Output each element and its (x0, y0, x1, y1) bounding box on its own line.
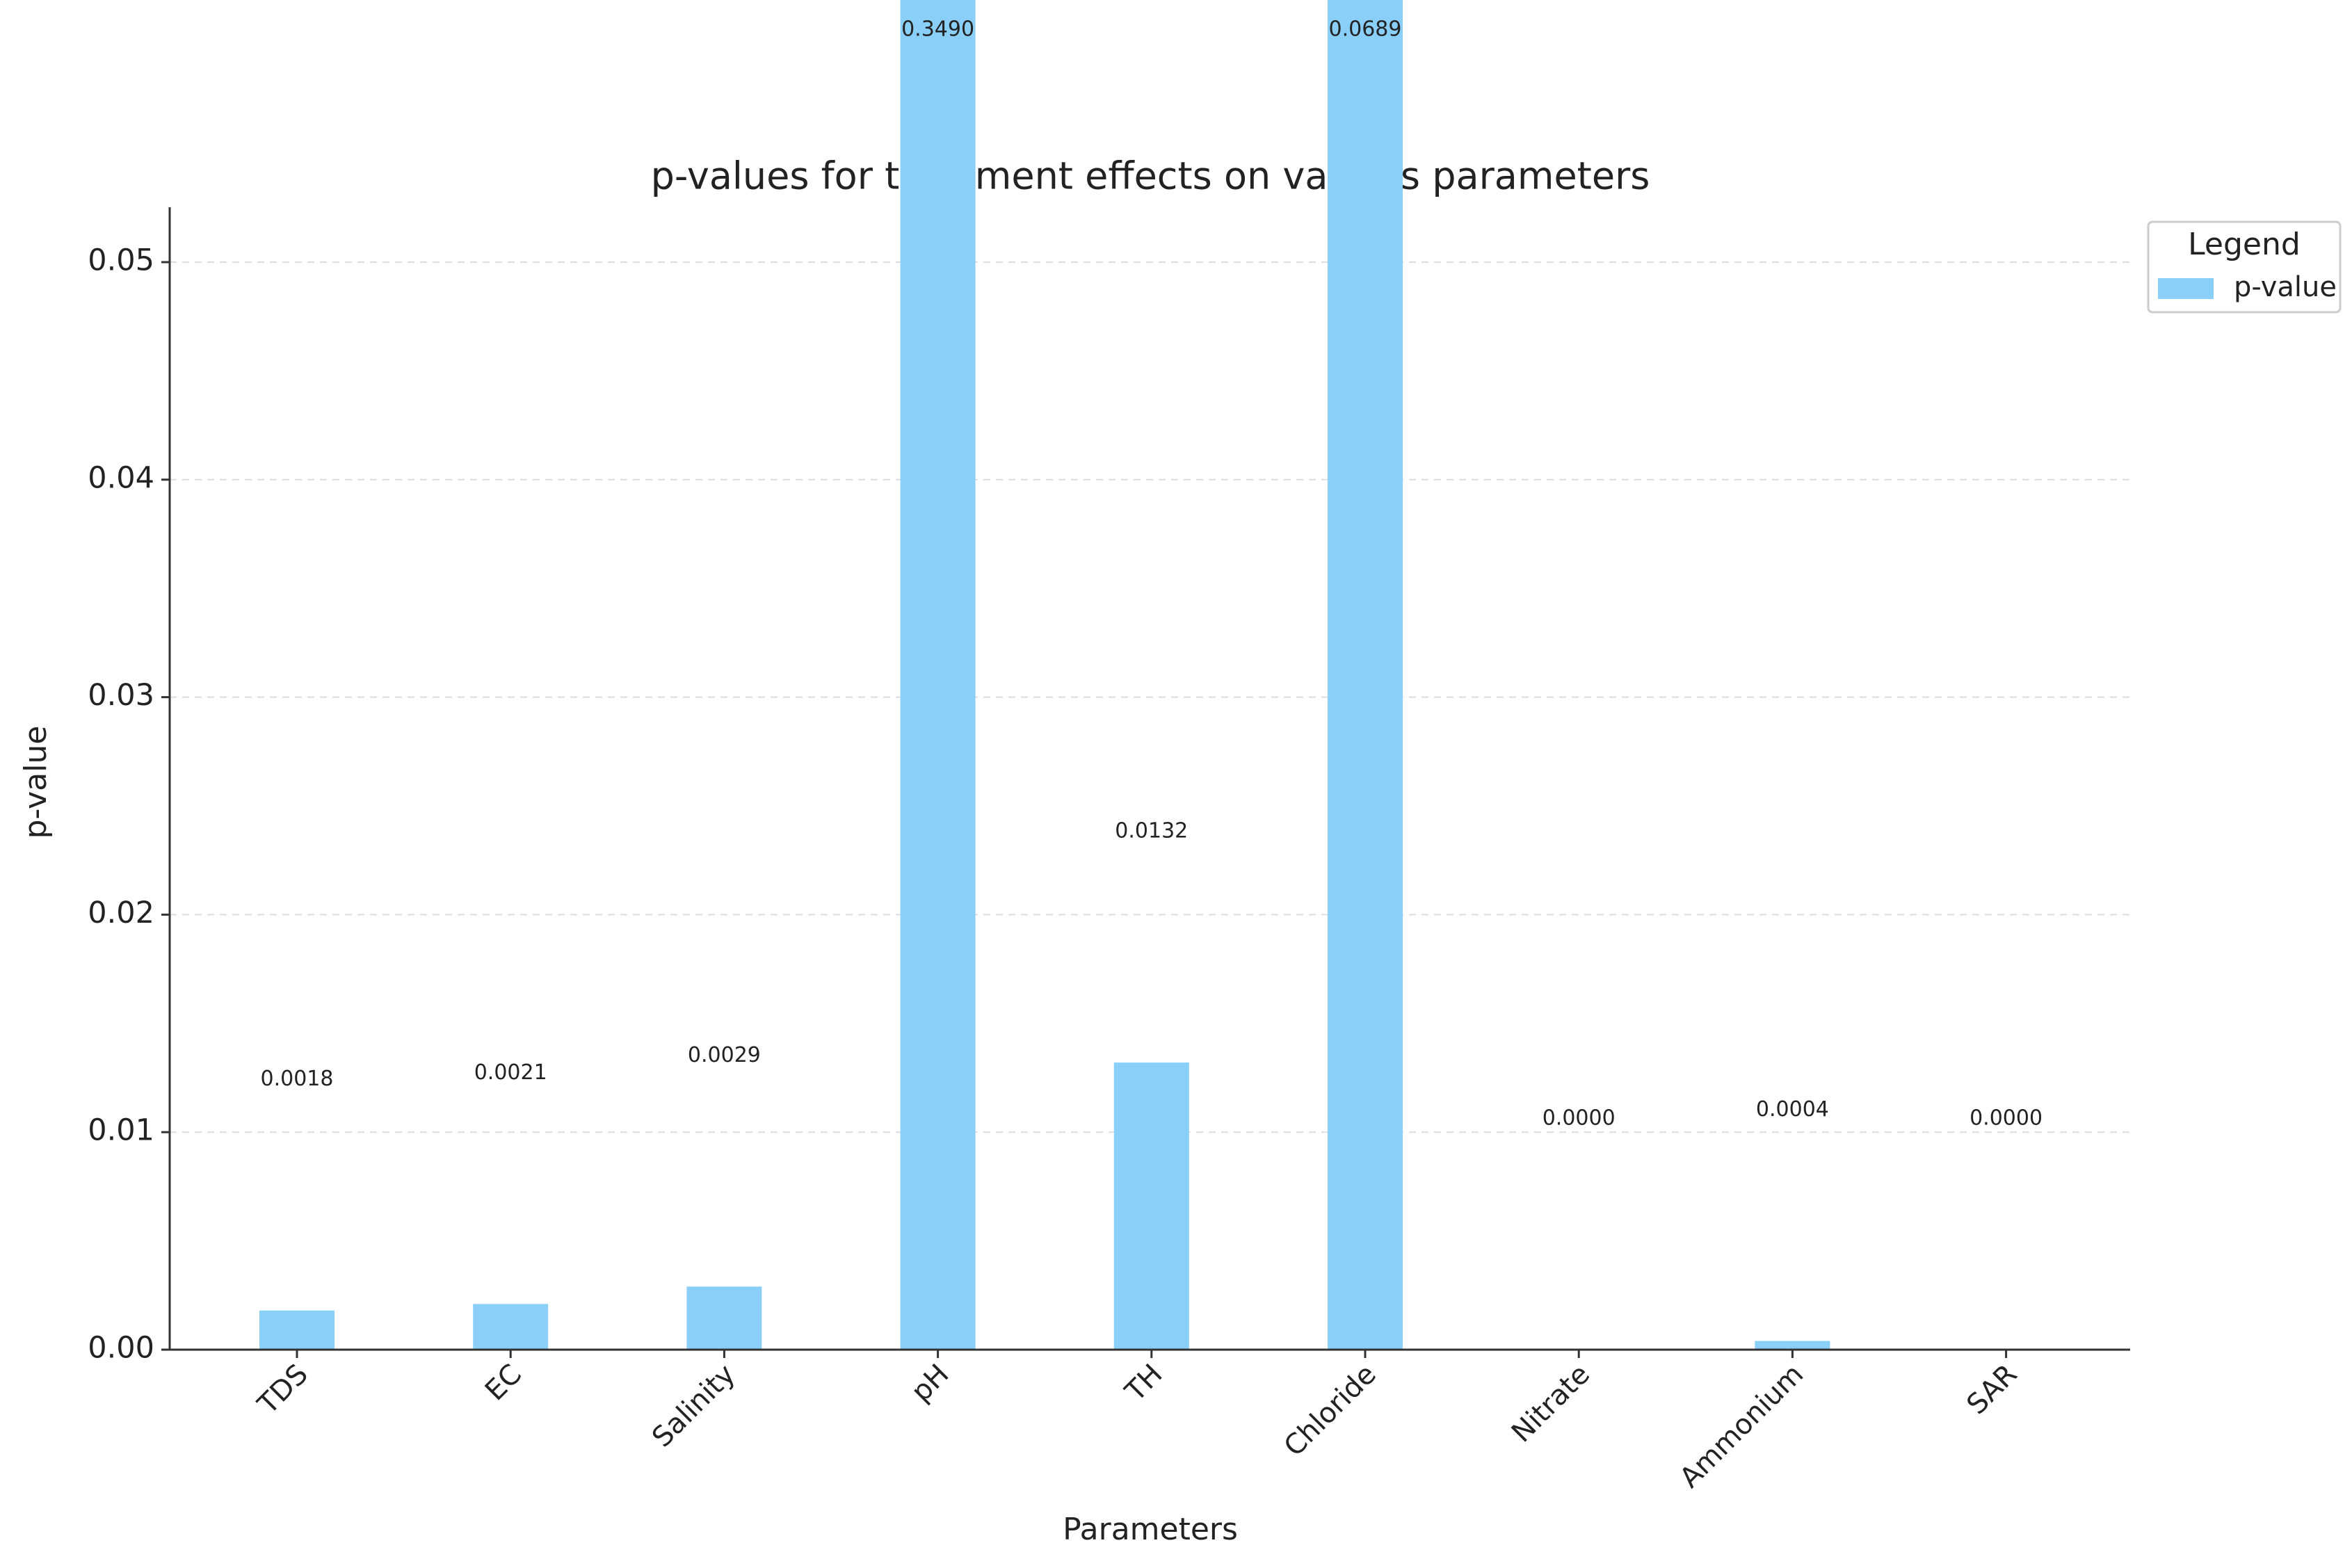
x-tick-label: Salinity (646, 1358, 741, 1453)
y-tick-label: 0.03 (88, 678, 154, 713)
bar (473, 1304, 549, 1350)
bar (900, 0, 976, 1350)
y-tick-label: 0.01 (88, 1113, 154, 1148)
x-tick-label: Chloride (1278, 1358, 1383, 1462)
value-label: 0.0029 (688, 1043, 761, 1067)
x-tick-label: pH (905, 1358, 956, 1408)
value-label: 0.0689 (1329, 17, 1402, 42)
value-label: 0.0132 (1115, 819, 1188, 843)
legend-title: Legend (2188, 227, 2301, 262)
x-tick-label: Nitrate (1506, 1358, 1596, 1448)
x-tick-label: TDS (252, 1358, 314, 1421)
y-tick-label: 0.04 (88, 460, 154, 495)
foreground: 0.00 0.01 0.02 0.03 0.04 0.05 TDS 0.0018 EC 0.002… (88, 17, 2043, 1494)
y-tick-label: 0.05 (88, 243, 154, 278)
x-axis-label: Parameters (1063, 1512, 1238, 1547)
value-label: 0.0000 (1543, 1106, 1616, 1131)
legend-label: p-value (2234, 271, 2337, 303)
y-axis-label: p-value (18, 726, 54, 839)
value-label: 0.0000 (1970, 1106, 2043, 1131)
y-tick-label: 0.00 (88, 1331, 154, 1366)
value-label: 0.0004 (1756, 1097, 1829, 1122)
chart-title: p-values for treatment effects on variou… (651, 154, 1650, 198)
value-label: 0.0021 (474, 1060, 547, 1085)
bars (259, 0, 1830, 1350)
value-label: 0.0018 (261, 1067, 334, 1091)
bar (1755, 1341, 1830, 1350)
bar (686, 1286, 762, 1350)
bar (1113, 1062, 1189, 1350)
legend-swatch (2158, 278, 2214, 299)
value-label: 0.3490 (901, 17, 974, 42)
x-tick-label: TH (1119, 1358, 1169, 1408)
bar (259, 1310, 335, 1350)
x-tick-label: SAR (1960, 1358, 2023, 1421)
x-tick-label: Ammonium (1674, 1358, 1810, 1494)
x-tick-label: EC (479, 1358, 528, 1407)
legend: Legend p-value (2147, 220, 2342, 314)
bar (1328, 0, 1403, 1350)
y-tick-label: 0.02 (88, 896, 154, 930)
